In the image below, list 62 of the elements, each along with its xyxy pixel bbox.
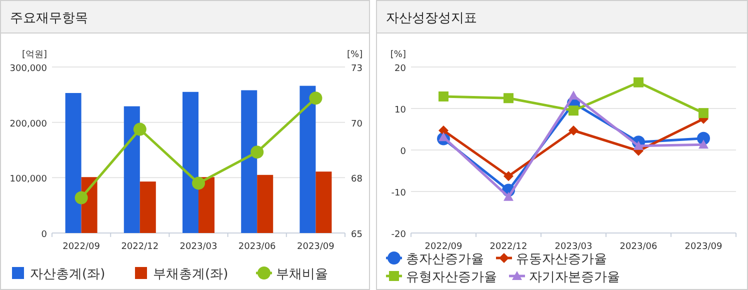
x-tick-label: 2023/06: [238, 242, 276, 252]
bar: [241, 90, 258, 233]
y-tick-label: -20: [391, 230, 406, 240]
y2-tick-label: 73: [351, 64, 362, 74]
y2-tick-label: 68: [351, 174, 363, 185]
x-tick-label: 2023/09: [297, 242, 335, 252]
bar: [300, 86, 316, 233]
legend-label: 부채총계(좌): [153, 267, 228, 282]
y-tick-label: 300,000: [10, 64, 48, 74]
chart-title: 자산성장성지표: [386, 11, 477, 26]
y-tick-label: 20: [394, 64, 406, 74]
bar: [316, 172, 332, 233]
y-tick-label: -10: [391, 188, 406, 198]
y-tick-label: 0: [41, 230, 48, 240]
y-axis-title: [억원]: [22, 50, 47, 60]
point: [698, 108, 708, 118]
point: [568, 125, 578, 136]
point: [504, 93, 514, 104]
chart-title: 주요재무항목: [10, 11, 88, 26]
y-tick-label: 200,000: [10, 119, 48, 130]
legend-label: 자산총계(좌): [30, 267, 106, 282]
legend-label: 유동자산증가율: [516, 252, 607, 267]
point: [504, 171, 514, 182]
point: [634, 77, 644, 88]
point: [568, 106, 578, 116]
x-tick-label: 2022/12: [490, 242, 528, 252]
point: [74, 191, 88, 204]
point: [568, 90, 578, 100]
x-tick-label: 2022/09: [424, 242, 462, 252]
bar: [182, 92, 198, 233]
legend-label: 자기자본증가율: [529, 270, 620, 285]
bar: [124, 106, 140, 233]
point: [192, 176, 205, 190]
bar: [140, 182, 156, 233]
y-axis-title: [%]: [390, 50, 406, 60]
y-tick-label: 0: [400, 147, 406, 157]
point: [250, 146, 264, 159]
x-tick-label: 2023/03: [180, 242, 218, 252]
point: [698, 140, 708, 149]
point: [438, 125, 448, 136]
bar: [257, 174, 274, 233]
bar: [198, 177, 214, 233]
x-tick-label: 2022/09: [62, 242, 100, 252]
point: [133, 122, 146, 136]
legend-label: 총자산증가율: [406, 252, 484, 267]
y-tick-label: 100,000: [10, 174, 48, 185]
x-tick-label: 2022/12: [121, 242, 159, 252]
legend-label: 유형자산증가율: [406, 270, 497, 285]
y2-tick-label: 65: [351, 230, 362, 240]
bar: [65, 93, 82, 233]
x-tick-label: 2023/09: [684, 242, 722, 252]
point: [504, 192, 514, 201]
point: [634, 140, 644, 150]
point: [438, 132, 448, 142]
y2-axis-title: [%]: [347, 50, 363, 60]
legend-label: 부채비율: [276, 267, 328, 282]
y2-tick-label: 70: [351, 119, 363, 130]
x-tick-label: 2023/06: [620, 242, 658, 252]
point: [438, 91, 448, 102]
point: [309, 92, 322, 105]
x-tick-label: 2023/03: [554, 242, 592, 252]
y-tick-label: 10: [394, 106, 406, 116]
